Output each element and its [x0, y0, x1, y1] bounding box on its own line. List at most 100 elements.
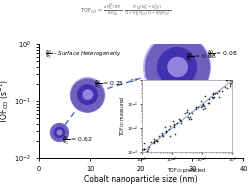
Point: [186, 118, 190, 121]
Point: [152, 141, 156, 144]
Point: [205, 102, 209, 105]
Text: $\frac{\Delta G}{\Phi_1}$ = 0.62: $\frac{\Delta G}{\Phi_1}$ = 0.62: [62, 134, 92, 147]
Point: [177, 119, 181, 122]
Point: [85, 93, 89, 96]
Point: [146, 146, 150, 149]
Point: [57, 131, 61, 134]
Point: [175, 65, 179, 68]
Point: [206, 98, 210, 101]
Point: [142, 148, 146, 151]
Point: [174, 65, 178, 68]
Point: [185, 115, 189, 118]
Point: [227, 85, 231, 88]
Point: [152, 137, 156, 140]
Point: [219, 90, 223, 93]
Y-axis label: TOF$_{CO}$ (s$^{-1}$): TOF$_{CO}$ (s$^{-1}$): [0, 78, 11, 124]
Point: [163, 129, 167, 132]
Point: [161, 135, 165, 138]
Text: $\frac{\Delta G}{\Phi_1}$ – Surface Heterogeneity: $\frac{\Delta G}{\Phi_1}$ – Surface Hete…: [45, 49, 121, 61]
Point: [184, 111, 188, 114]
Point: [201, 105, 205, 108]
Point: [202, 94, 206, 97]
Point: [186, 111, 190, 114]
Point: [224, 87, 228, 90]
Point: [224, 79, 228, 82]
Point: [171, 125, 175, 128]
Point: [162, 126, 166, 129]
Point: [178, 122, 182, 125]
Point: [185, 108, 189, 111]
Point: [227, 83, 231, 86]
Point: [195, 105, 199, 108]
Point: [193, 105, 197, 108]
Point: [168, 124, 172, 127]
Point: [154, 139, 158, 142]
Point: [214, 91, 218, 94]
Point: [210, 91, 214, 94]
Point: [200, 107, 204, 110]
Point: [193, 108, 197, 111]
Point: [216, 96, 220, 99]
Point: [170, 119, 174, 122]
Point: [229, 79, 233, 82]
Point: [57, 131, 61, 134]
Point: [57, 131, 61, 134]
Point: [159, 133, 163, 136]
Point: [144, 150, 148, 153]
Point: [139, 148, 143, 151]
Point: [210, 96, 214, 99]
Point: [166, 128, 170, 131]
Point: [86, 93, 89, 96]
Point: [174, 65, 178, 68]
Point: [211, 95, 215, 98]
Point: [172, 133, 176, 136]
Point: [145, 147, 149, 150]
Point: [164, 131, 168, 134]
Point: [222, 86, 226, 89]
Point: [174, 65, 178, 68]
Point: [85, 93, 89, 96]
Point: [216, 89, 220, 92]
Point: [210, 93, 214, 96]
Point: [182, 112, 186, 115]
Point: [159, 131, 163, 134]
Point: [178, 119, 182, 122]
Text: $\frac{\Delta G}{\Phi_1}$ = 0.25: $\frac{\Delta G}{\Phi_1}$ = 0.25: [94, 78, 124, 91]
Point: [202, 106, 206, 109]
Text: $\frac{\Delta G}{\Phi_1}$ = 0.08: $\frac{\Delta G}{\Phi_1}$ = 0.08: [186, 52, 216, 64]
X-axis label: Cobalt nanoparticle size (nm): Cobalt nanoparticle size (nm): [84, 175, 197, 184]
Point: [153, 139, 157, 142]
X-axis label: TOF$_{CO}$ predicted: TOF$_{CO}$ predicted: [167, 166, 206, 175]
Text: $\frac{\Delta G}{\Phi_1}$ = 0.08: $\frac{\Delta G}{\Phi_1}$ = 0.08: [206, 49, 236, 61]
Point: [224, 79, 228, 82]
Point: [188, 117, 192, 120]
Point: [145, 149, 149, 152]
Point: [163, 130, 167, 133]
Point: [154, 140, 158, 143]
Point: [200, 102, 204, 105]
Point: [168, 134, 172, 137]
Point: [228, 81, 232, 84]
Point: [198, 100, 202, 103]
Point: [210, 95, 214, 98]
Point: [188, 115, 192, 118]
Point: [206, 102, 210, 105]
Point: [176, 118, 180, 121]
Point: [189, 111, 193, 114]
Point: [199, 105, 203, 108]
Point: [228, 79, 232, 82]
Text: TOF$_{CO}$ = $\frac{aP_{H_2}^{0.5}(RT)}{\Delta G_{CO}}$  $\frac{(P_{CO}(K_{H_2}^: TOF$_{CO}$ = $\frac{aP_{H_2}^{0.5}(RT)}{…: [80, 3, 170, 20]
Point: [57, 131, 61, 134]
Point: [148, 140, 152, 143]
Point: [171, 124, 175, 127]
Point: [198, 105, 202, 108]
Point: [171, 122, 175, 125]
Point: [174, 122, 178, 125]
Point: [85, 93, 89, 96]
Point: [142, 142, 146, 145]
Y-axis label: TOF$_{CO}$ measured: TOF$_{CO}$ measured: [118, 96, 126, 136]
Point: [200, 104, 204, 107]
Point: [141, 147, 145, 150]
Point: [156, 134, 160, 137]
Point: [212, 91, 216, 94]
